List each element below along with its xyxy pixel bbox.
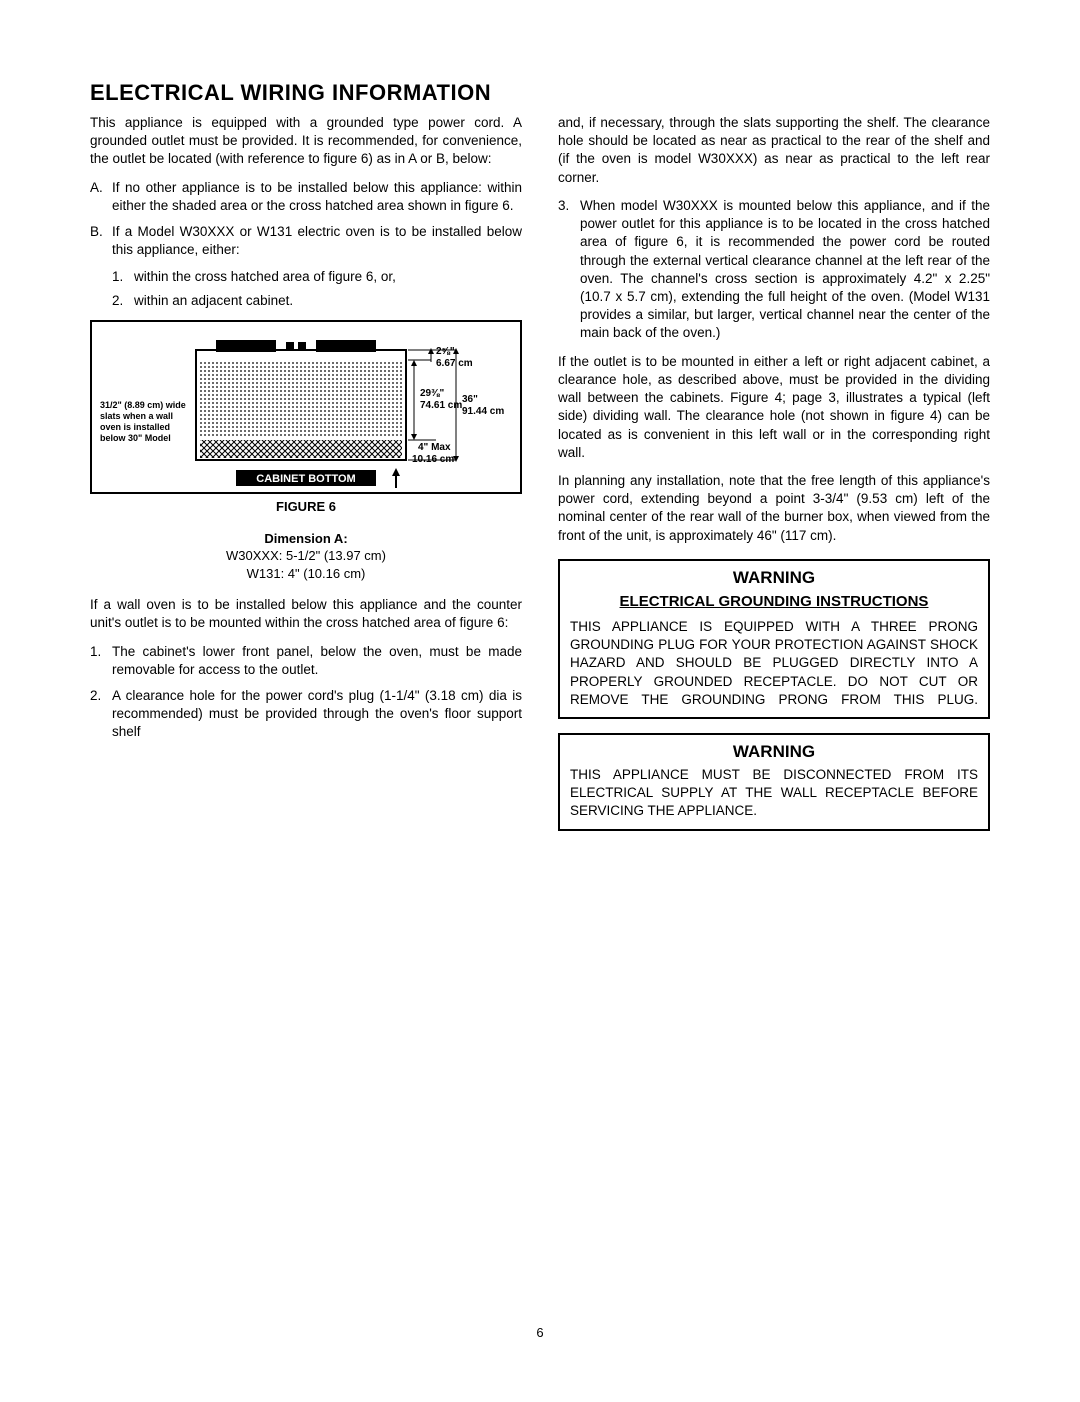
text-A: If no other appliance is to be installed… [112,179,522,215]
marker-2: 2. [90,687,112,742]
item-B2: 2. within an adjacent cabinet. [90,292,522,310]
list-AB: A. If no other appliance is to be instal… [90,179,522,310]
item-A: A. If no other appliance is to be instal… [90,179,522,215]
dimension-A-line2: W131: 4" (10.16 cm) [90,565,522,583]
right-p1: and, if necessary, through the slats sup… [558,114,990,187]
dimension-A-title: Dimension A: [90,530,522,548]
item-2: 2. A clearance hole for the power cord's… [90,687,522,742]
right-p2: If the outlet is to be mounted in either… [558,353,990,462]
marker-B2: 2. [112,292,134,310]
item-B1: 1. within the cross hatched area of figu… [90,268,522,286]
numbered-list-3: 3. When model W30XXX is mounted below th… [558,197,990,343]
text-B: If a Model W30XXX or W131 electric oven … [112,223,522,259]
text-3: When model W30XXX is mounted below this … [580,197,990,343]
text-B2: within an adjacent cabinet. [134,292,522,310]
numbered-list: 1. The cabinet's lower front panel, belo… [90,643,522,742]
marker-3: 3. [558,197,580,343]
fig-label-left1: 31/2" (8.89 cm) wide [100,400,186,410]
warning-1-text: THIS APPLIANCE IS EQUIPPED WITH A THREE … [570,618,978,709]
item-3: 3. When model W30XXX is mounted below th… [558,197,990,343]
fig-label-left3: oven is installed [100,422,170,432]
fig-dim-bot1: 4" Max [418,442,451,453]
figure-6: 31/2" (8.89 cm) wide slats when a wall o… [90,320,522,516]
right-p3: In planning any installation, note that … [558,472,990,545]
warning-box-1: WARNING ELECTRICAL GROUNDING INSTRUCTION… [558,559,990,719]
item-B: B. If a Model W30XXX or W131 electric ov… [90,223,522,259]
right-column: and, if necessary, through the slats sup… [558,114,990,845]
fig-label-left2: slats when a wall [100,411,173,421]
fig-dim-right2: 91.44 cm [462,406,504,417]
text-2: A clearance hole for the power cord's pl… [112,687,522,742]
fig-dim-bot2: 10.16 cm [412,454,454,465]
fig-label-left4: below 30" Model [100,433,171,443]
item-1: 1. The cabinet's lower front panel, belo… [90,643,522,679]
figure-6-caption: FIGURE 6 [90,498,522,516]
text-B1: within the cross hatched area of figure … [134,268,522,286]
marker-A: A. [90,179,112,215]
figure-6-drawing: 31/2" (8.89 cm) wide slats when a wall o… [90,320,522,494]
fig-dim-top2: 6.67 cm [436,358,473,369]
section-heading: ELECTRICAL WIRING INFORMATION [90,80,990,106]
warning-2-text: THIS APPLIANCE MUST BE DISCONNECTED FROM… [570,766,978,821]
left-column: This appliance is equipped with a ground… [90,114,522,845]
two-column-layout: This appliance is equipped with a ground… [90,114,990,845]
fig-dim-mid1: 29⅜" [420,388,444,399]
warning-box-2: WARNING THIS APPLIANCE MUST BE DISCONNEC… [558,733,990,831]
warning-1-title: WARNING [570,567,978,590]
text-1: The cabinet's lower front panel, below t… [112,643,522,679]
paragraph-below-fig: If a wall oven is to be installed below … [90,596,522,632]
fig-cabinet-bottom: CABINET BOTTOM [256,473,355,485]
fig-dim-right1: 36" [462,394,478,405]
marker-B: B. [90,223,112,259]
dimension-A-block: Dimension A: W30XXX: 5-1/2" (13.97 cm) W… [90,530,522,583]
page: ELECTRICAL WIRING INFORMATION This appli… [0,0,1080,1380]
warning-1-subtitle: ELECTRICAL GROUNDING INSTRUCTIONS [570,592,978,612]
marker-B1: 1. [112,268,134,286]
page-number: 6 [90,1325,990,1340]
fig-dim-top1: 2⅝" [436,346,455,357]
dimension-A-line1: W30XXX: 5-1/2" (13.97 cm) [90,547,522,565]
warning-2-title: WARNING [570,741,978,764]
intro-paragraph: This appliance is equipped with a ground… [90,114,522,169]
marker-1: 1. [90,643,112,679]
